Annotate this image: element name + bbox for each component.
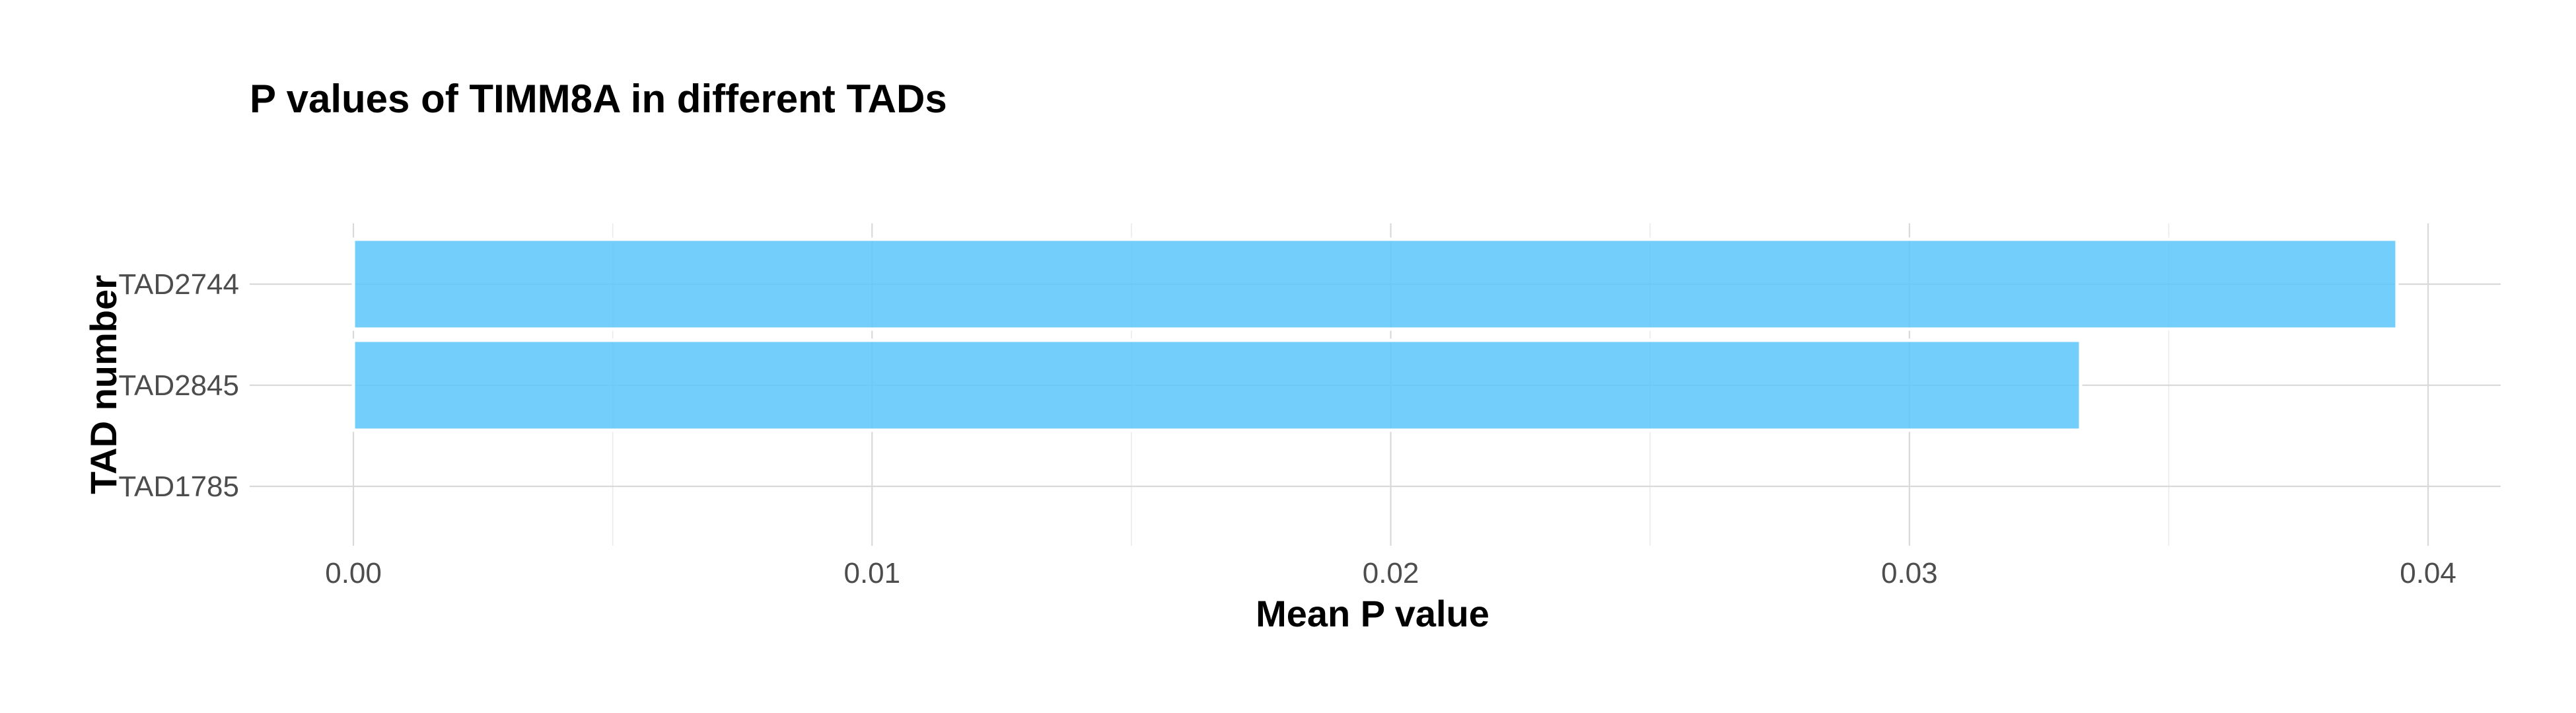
x-tick-label: 0.01: [843, 557, 900, 589]
bar-tad2845: [351, 338, 2083, 432]
y-tick-label: TAD1785: [118, 470, 239, 503]
chart-title: P values of TIMM8A in different TADs: [250, 77, 947, 121]
x-tick-label: 0.04: [2400, 557, 2456, 589]
bars: [351, 237, 2399, 432]
tick-labels: TAD2744 TAD2845 TAD1785 0.00 0.01 0.02 0.03 0.0…: [118, 268, 2456, 589]
x-tick-label: 0.03: [1881, 557, 1938, 589]
y-tick-label: TAD2845: [118, 369, 239, 402]
y-axis-title: TAD number: [83, 275, 124, 494]
x-tick-label: 0.00: [325, 557, 382, 589]
x-tick-label: 0.02: [1363, 557, 1419, 589]
bar-tad2744: [351, 237, 2399, 331]
x-axis-title: Mean P value: [1256, 593, 1489, 634]
y-tick-label: TAD2744: [118, 268, 239, 301]
